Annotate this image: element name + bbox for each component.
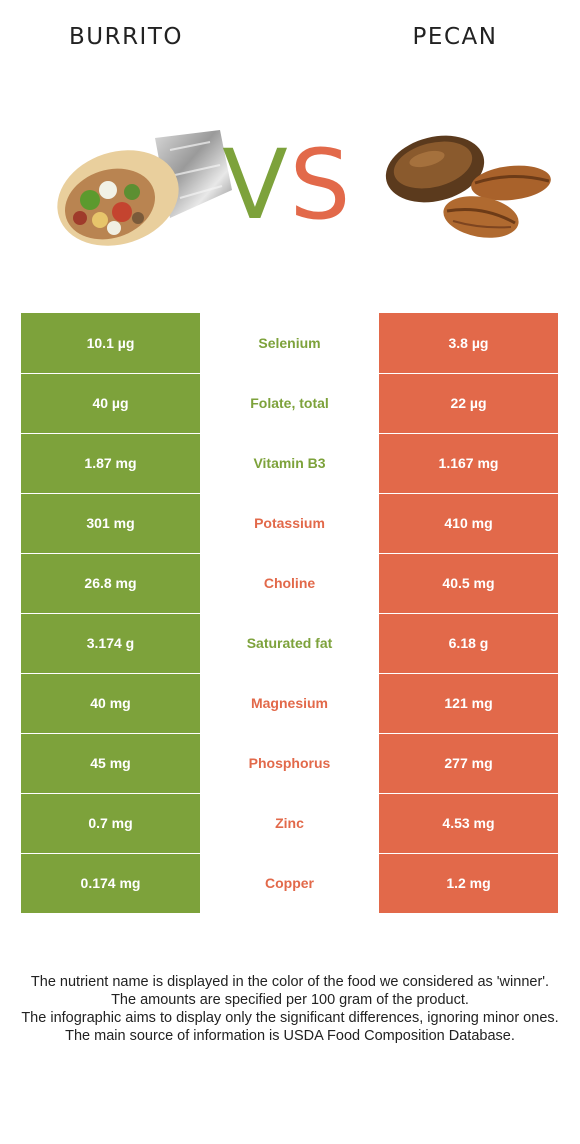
pecan-value: 40.5 mg xyxy=(379,553,558,614)
nutrient-name: Saturated fat xyxy=(200,613,379,673)
right-food-title: PECAN xyxy=(412,24,498,50)
burrito-value: 1.87 mg xyxy=(21,433,200,494)
burrito-value: 301 mg xyxy=(21,493,200,554)
burrito-value: 3.174 g xyxy=(21,613,200,674)
pecan-value: 22 µg xyxy=(379,373,558,434)
table-row: 0.7 mg Zinc 4.53 mg xyxy=(21,793,558,854)
nutrient-name: Phosphorus xyxy=(200,733,379,793)
pecan-value: 277 mg xyxy=(379,733,558,794)
pecan-value: 1.167 mg xyxy=(379,433,558,494)
burrito-icon xyxy=(57,130,232,246)
footer-line: The infographic aims to display only the… xyxy=(21,1010,559,1026)
pecan-value: 121 mg xyxy=(379,673,558,734)
left-food-title: BURRITO xyxy=(68,24,183,50)
pecan-value: 410 mg xyxy=(379,493,558,554)
table-row: 301 mg Potassium 410 mg xyxy=(21,493,558,554)
pecan-value: 3.8 µg xyxy=(379,313,558,374)
table-row: 1.87 mg Vitamin B3 1.167 mg xyxy=(21,433,558,494)
burrito-value: 0.174 mg xyxy=(21,853,200,914)
burrito-value: 26.8 mg xyxy=(21,553,200,614)
table-row: 3.174 g Saturated fat 6.18 g xyxy=(21,613,558,674)
nutrient-name: Selenium xyxy=(200,313,379,373)
nutrient-name: Zinc xyxy=(200,793,379,853)
nutrient-name: Choline xyxy=(200,553,379,613)
nutrient-name: Folate, total xyxy=(200,373,379,433)
vs-logo: V S xyxy=(222,130,351,230)
pecan-value: 4.53 mg xyxy=(379,793,558,854)
table-row: 40 mg Magnesium 121 mg xyxy=(21,673,558,734)
pecan-icon xyxy=(385,135,551,238)
hero-images xyxy=(0,110,580,260)
table-row: 40 µg Folate, total 22 µg xyxy=(21,373,558,434)
vs-letter-v: V xyxy=(222,130,288,230)
burrito-value: 0.7 mg xyxy=(21,793,200,854)
pecan-value: 1.2 mg xyxy=(379,853,558,914)
footer-line: The nutrient name is displayed in the co… xyxy=(30,974,550,990)
nutrient-name: Potassium xyxy=(200,493,379,553)
footer-notes: The nutrient name is displayed in the co… xyxy=(12,973,568,1045)
burrito-value: 40 mg xyxy=(21,673,200,734)
table-row: 0.174 mg Copper 1.2 mg xyxy=(21,853,558,914)
comparison-table: 10.1 µg Selenium 3.8 µg 40 µg Folate, total 2… xyxy=(21,313,558,914)
nutrient-name: Copper xyxy=(200,853,379,913)
burrito-value: 10.1 µg xyxy=(21,313,200,374)
vs-letter-s: S xyxy=(290,130,351,230)
burrito-value: 45 mg xyxy=(21,733,200,794)
nutrient-name: Vitamin B3 xyxy=(200,433,379,493)
nutrient-name: Magnesium xyxy=(200,673,379,733)
table-row: 45 mg Phosphorus 277 mg xyxy=(21,733,558,794)
table-row: 26.8 mg Choline 40.5 mg xyxy=(21,553,558,614)
footer-line: The amounts are specified per 100 gram o… xyxy=(111,992,469,1008)
footer-line: The main source of information is USDA F… xyxy=(65,1028,515,1044)
table-row: 10.1 µg Selenium 3.8 µg xyxy=(21,313,558,374)
burrito-value: 40 µg xyxy=(21,373,200,434)
pecan-value: 6.18 g xyxy=(379,613,558,674)
